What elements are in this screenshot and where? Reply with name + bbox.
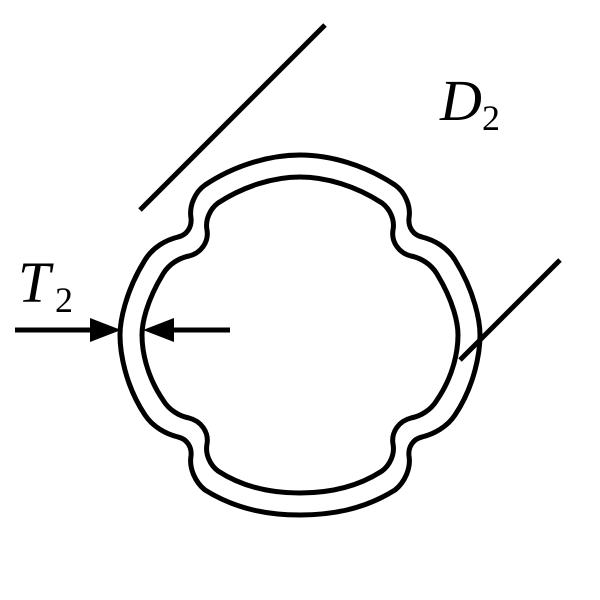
t2-label-sub: 2 bbox=[55, 280, 73, 320]
d2-label-sub: 2 bbox=[482, 98, 500, 138]
d2-label-main: D bbox=[439, 68, 482, 133]
t2-arrow-right bbox=[143, 318, 174, 342]
t2-label-main: T bbox=[18, 250, 54, 315]
t2-arrow-left bbox=[90, 318, 121, 342]
d2-extension-line-1 bbox=[140, 25, 325, 210]
cross-section-diagram: D 2 T 2 bbox=[0, 0, 600, 600]
